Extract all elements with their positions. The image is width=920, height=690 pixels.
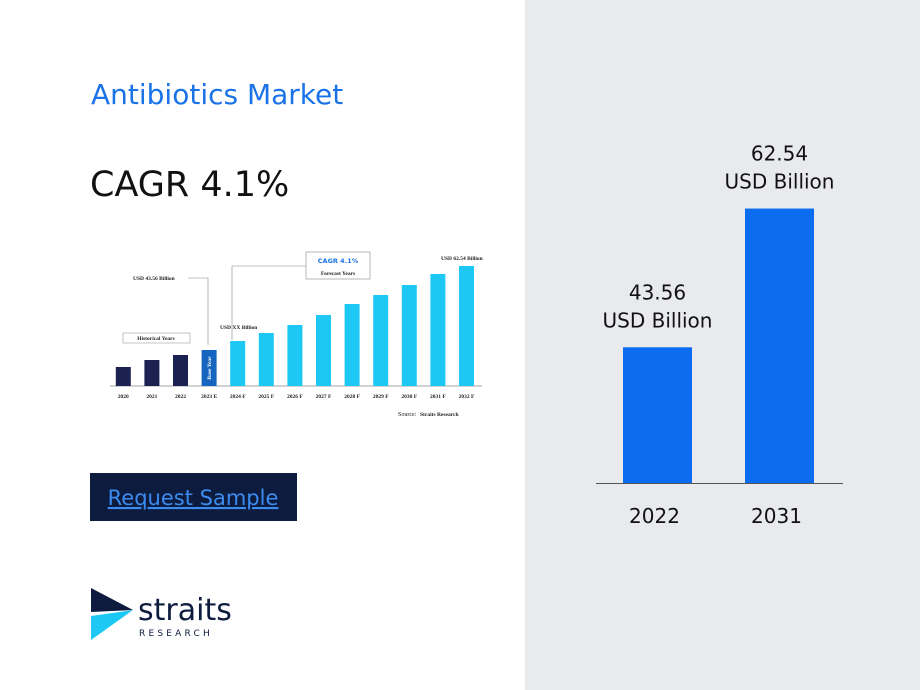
value-label: 43.56 [629, 280, 686, 304]
thumb-x-label: 2021 [146, 394, 157, 400]
request-sample-button[interactable]: Request Sample [90, 473, 297, 521]
value-unit: USD Billion [725, 170, 835, 194]
thumb-bar [373, 295, 389, 386]
thumb-annotation: CAGR 4.1% [318, 257, 359, 265]
thumb-x-label: 2027 F [316, 394, 332, 400]
button-label[interactable]: Request Sample [108, 486, 279, 510]
logo-tagline: RESEARCH [139, 629, 213, 639]
thumb-annotation: USD 62.54 Billion [441, 256, 483, 262]
thumb-bar [459, 266, 474, 386]
thumb-arrow [231, 265, 306, 340]
thumb-x-label: 2029 F [373, 394, 389, 400]
thumb-bar [230, 341, 246, 386]
thumb-annotation: USD 43.56 Billion [133, 276, 175, 282]
thumb-bar [401, 285, 417, 386]
bar [623, 347, 692, 483]
thumb-source: Straits Research [420, 412, 459, 418]
value-label: 62.54 [751, 142, 808, 166]
thumb-bar [287, 325, 303, 386]
thumb-annotation: Forecast Years [321, 271, 355, 277]
x-tick-label: 2022 [629, 504, 680, 528]
thumb-box [305, 251, 371, 280]
thumb-box [122, 332, 191, 344]
right-panel [525, 0, 920, 690]
thumb-bar [316, 315, 331, 386]
thumb-arrow [188, 277, 209, 345]
thumb-x-label: 2031 F [430, 394, 446, 400]
cagr: CAGR 4.1% [90, 165, 289, 205]
thumb-annotation: USD XX Billion [220, 325, 257, 331]
thumb-bar [430, 274, 446, 386]
thumb-x-label: 2032 F [459, 394, 475, 400]
value-unit: USD Billion [603, 308, 713, 332]
logo-shape [91, 610, 133, 640]
logo-shape [91, 588, 133, 612]
thumb-bar [201, 350, 217, 386]
thumbnail-chart: USD 43.56 Billion Historical Years USD X… [110, 251, 483, 418]
thumb-annotation: Historical Years [137, 336, 175, 342]
thumb-bar [344, 304, 360, 386]
logo-name: straits [138, 593, 232, 628]
thumb-x-label: 2020 [118, 394, 129, 400]
thumb-x-label: 2022 [175, 394, 186, 400]
x-tick-label: 2031 [751, 504, 802, 528]
thumb-bar [173, 355, 188, 386]
thumb-base-year: Base Year [207, 356, 213, 380]
thumb-x-label: 2023 E [201, 394, 217, 400]
thumb-x-label: 2028 F [344, 394, 360, 400]
thumb-bar [144, 360, 160, 386]
thumb-x-label: 2026 F [287, 394, 303, 400]
thumb-bar [258, 333, 274, 386]
logo: straits RESEARCH [91, 588, 232, 640]
button-bg[interactable] [90, 473, 297, 521]
thumb-bar [115, 367, 131, 386]
thumb-x-label: 2024 F [230, 394, 246, 400]
title: Antibiotics Market [91, 78, 343, 111]
thumb-x-label: 2030 F [401, 394, 417, 400]
bar [745, 208, 814, 483]
thumb-x-label: 2025 F [258, 394, 274, 400]
thumb-source-label: Source: [398, 412, 417, 418]
